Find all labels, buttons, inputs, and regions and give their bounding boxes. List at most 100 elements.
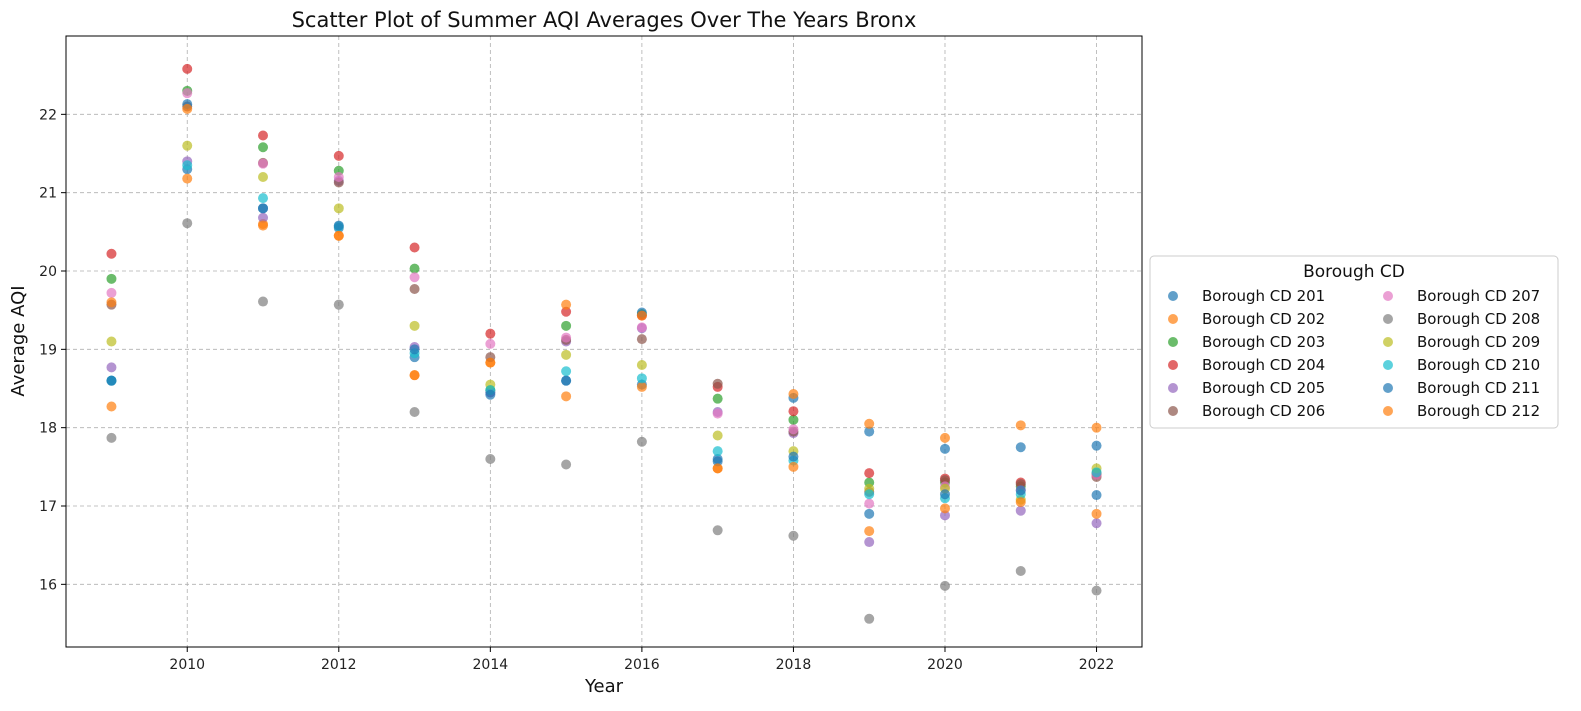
data-point [182,160,193,171]
data-point [939,432,950,443]
data-point [1015,497,1026,508]
chart-title: Scatter Plot of Summer AQI Averages Over… [292,8,917,32]
data-point [712,463,723,474]
data-point [106,297,117,308]
data-point [788,461,799,472]
legend-label: Borough CD 206 [1202,402,1325,420]
data-point [106,273,117,284]
data-point [1091,585,1102,596]
legend-box [1149,255,1559,429]
data-point [561,349,572,360]
legend-items: Borough CD 201 Borough CD 202 Borough CD 2… [1168,287,1540,420]
data-point [636,334,647,345]
data-point [561,366,572,377]
legend-marker [1383,360,1393,370]
data-point [485,338,496,349]
data-point [409,320,420,331]
data-point [182,63,193,74]
legend-label: Borough CD 212 [1417,402,1540,420]
legend-marker [1383,337,1393,347]
data-point [258,130,269,141]
legend-label: Borough CD 201 [1202,287,1325,305]
data-point [409,272,420,283]
data-point [106,375,117,386]
data-point [864,537,875,548]
data-point [182,103,193,114]
legend-item: Borough CD 208 [1383,310,1540,328]
data-point [333,299,344,310]
data-point [788,388,799,399]
y-tick-label: 18 [39,421,57,437]
legend-item: Borough CD 209 [1383,333,1540,351]
data-point [788,406,799,417]
data-point [1015,505,1026,516]
x-tick-label: 2018 [776,657,812,673]
grid-lines [66,36,1142,647]
legend-item: Borough CD 204 [1168,356,1325,374]
data-point [636,322,647,333]
data-point [712,378,723,389]
legend-label: Borough CD 207 [1417,287,1540,305]
legend-marker [1383,291,1393,301]
data-point [712,456,723,467]
legend-marker [1383,314,1393,324]
y-axis-label: Average AQI [8,285,29,396]
legend-item: Borough CD 205 [1168,379,1325,397]
data-point [409,407,420,417]
data-point [561,375,572,386]
data-point [106,336,117,347]
series-8 [106,218,1102,624]
data-point [864,508,875,519]
data-point [939,443,950,454]
data-point [409,344,420,355]
data-point [1015,442,1026,453]
legend-label: Borough CD 211 [1417,379,1540,397]
legend-label: Borough CD 209 [1417,333,1540,351]
x-tick-label: 2022 [1079,657,1115,673]
data-point [258,142,269,153]
data-point [939,503,950,514]
data-point [106,287,117,298]
data-point [864,426,875,437]
legend-label: Borough CD 210 [1417,356,1540,374]
data-point [712,430,723,441]
data-point [1091,467,1102,478]
data-point [1091,422,1102,433]
data-point [561,459,572,470]
data-point [333,203,344,214]
x-tick-label: 2014 [473,657,509,673]
data-point [788,530,799,541]
legend-label: Borough CD 208 [1417,310,1540,328]
data-point [1091,518,1102,529]
data-point [1015,485,1026,496]
data-points [106,63,1102,624]
data-point [485,328,496,339]
y-tick-label: 19 [39,342,57,358]
data-point [1091,440,1102,451]
data-point [1015,566,1026,577]
y-tick-label: 21 [39,186,57,202]
data-point [636,436,647,447]
data-point [864,526,875,537]
data-point [258,158,269,169]
y-tick-label: 22 [39,107,57,123]
data-point [333,172,344,182]
legend-title: Borough CD [1303,262,1405,282]
legend-item: Borough CD 210 [1383,356,1540,374]
data-point [182,140,193,151]
y-axis-ticks: 16 17 18 19 20 21 22 [39,107,66,593]
data-point [333,220,344,231]
data-point [409,284,420,295]
data-point [561,299,572,310]
legend-marker [1168,291,1178,301]
data-point [864,489,875,500]
data-point [258,203,269,214]
data-point [939,580,950,591]
data-point [106,248,117,259]
legend-item: Borough CD 212 [1383,402,1540,420]
legend-item: Borough CD 201 [1168,287,1325,305]
data-point [1091,508,1102,519]
x-tick-label: 2010 [169,657,205,673]
data-point [636,373,647,384]
